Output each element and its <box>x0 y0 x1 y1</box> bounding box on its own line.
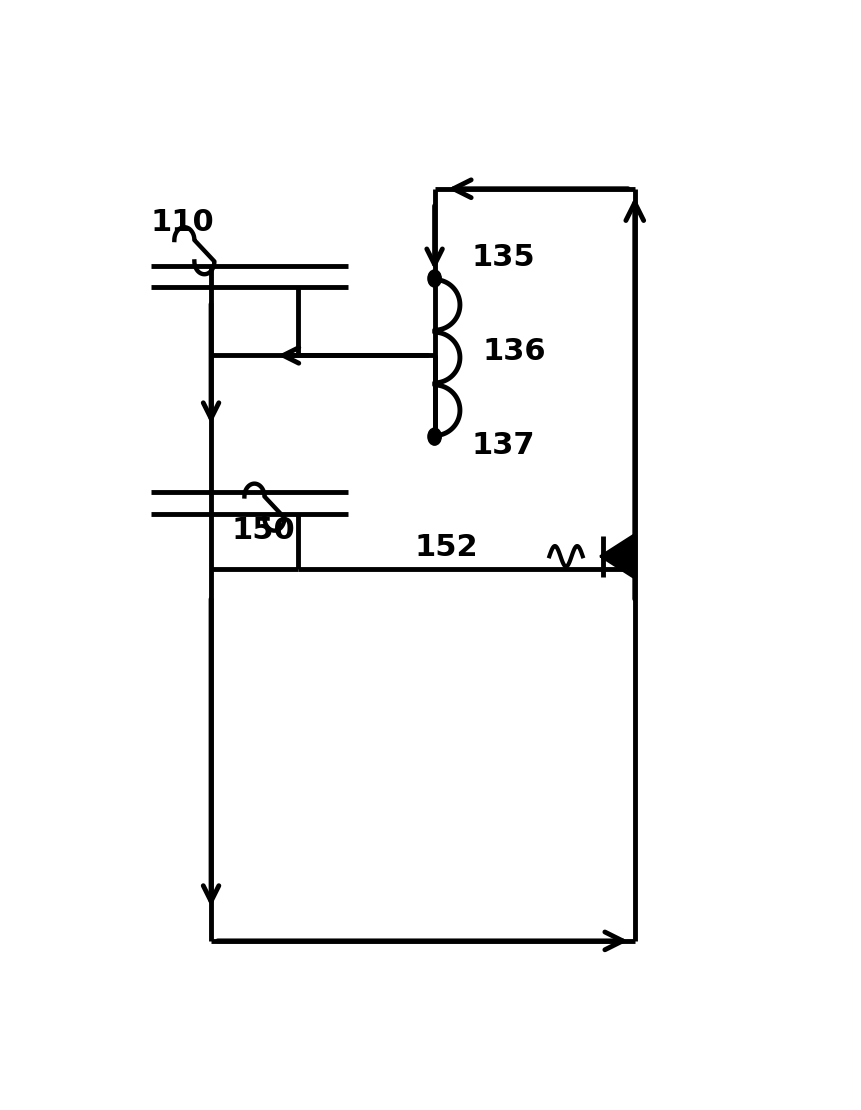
Polygon shape <box>603 536 635 577</box>
Text: 152: 152 <box>414 533 478 563</box>
Text: 137: 137 <box>471 431 535 460</box>
Text: 110: 110 <box>151 209 214 238</box>
Text: 135: 135 <box>471 243 535 272</box>
Text: 136: 136 <box>483 336 546 365</box>
Text: 150: 150 <box>231 516 294 545</box>
Circle shape <box>428 270 442 287</box>
Circle shape <box>428 428 442 445</box>
